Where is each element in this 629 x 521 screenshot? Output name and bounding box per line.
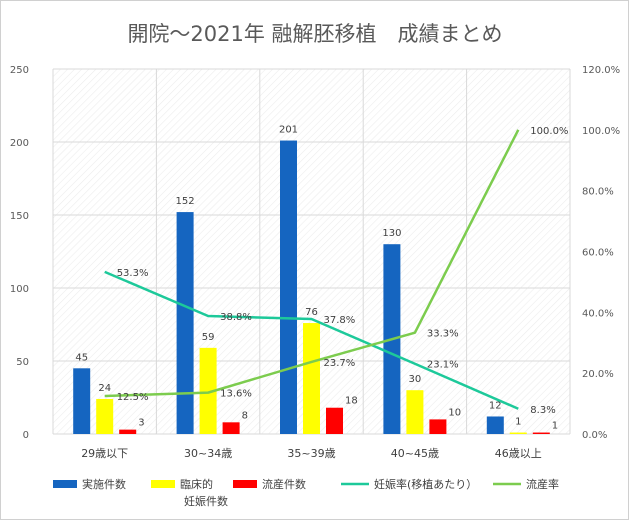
data-label: 12.5%	[117, 392, 149, 403]
left-tick-label: 200	[10, 138, 29, 149]
right-tick-label: 120.0%	[582, 65, 620, 76]
right-tick-label: 40.0%	[582, 308, 614, 319]
legend-label: 流産率	[526, 477, 559, 491]
data-label: 100.0%	[530, 126, 568, 137]
left-axis-ticks: 0 50 100 150 200 250	[10, 65, 29, 441]
data-label: 1	[552, 421, 558, 432]
bar	[280, 140, 297, 435]
data-label: 59	[202, 332, 215, 343]
data-label: 38.8%	[220, 312, 252, 323]
data-label: 10	[448, 407, 461, 418]
left-tick-label: 100	[10, 284, 29, 295]
bar	[406, 390, 424, 434]
data-label: 45	[75, 352, 88, 363]
bar	[303, 323, 320, 434]
legend-label: 妊娠件数	[184, 494, 228, 508]
right-tick-label: 80.0%	[582, 187, 614, 198]
data-label: 3	[138, 418, 144, 429]
category-labels: 29歳以下 30~34歳 35~39歳 40~45歳 46歳以上	[81, 447, 542, 460]
legend-label: 実施件数	[82, 477, 126, 491]
bar	[199, 347, 217, 434]
left-tick-label: 250	[10, 65, 29, 76]
category-label: 46歳以上	[495, 447, 542, 460]
left-tick-label: 150	[10, 211, 29, 222]
bar	[509, 432, 527, 434]
data-labels: 45 152 201 130 12 24 59 76 30 1 3 8 18 10 1 53.3% 38.8% 3…	[75, 125, 568, 432]
bar	[326, 407, 343, 434]
right-tick-label: 100.0%	[582, 126, 620, 137]
bar	[532, 432, 550, 434]
data-label: 23.7%	[324, 358, 356, 369]
category-label: 35~39歳	[287, 447, 335, 460]
data-label: 1	[515, 417, 521, 428]
series-line	[104, 129, 520, 398]
bar	[73, 368, 91, 434]
series-line	[104, 270, 519, 410]
bar	[176, 212, 194, 434]
left-tick-label: 50	[16, 357, 29, 368]
data-label: 24	[98, 383, 111, 394]
data-label: 8.3%	[530, 405, 555, 416]
data-label: 30	[409, 374, 422, 385]
data-label: 33.3%	[427, 329, 459, 340]
data-label: 53.3%	[117, 268, 149, 279]
line-series	[104, 129, 520, 410]
data-label: 8	[242, 410, 248, 421]
legend-label: 流産件数	[262, 477, 306, 491]
bar	[429, 419, 447, 434]
bar	[96, 398, 114, 434]
right-tick-label: 20.0%	[582, 369, 614, 380]
data-label: 152	[176, 196, 195, 207]
legend-swatch	[233, 480, 257, 488]
bar	[486, 416, 504, 434]
category-label: 30~34歳	[184, 447, 232, 460]
legend-label: 臨床的	[180, 477, 213, 491]
right-tick-label: 60.0%	[582, 248, 614, 259]
right-axis-ticks: 0.0% 20.0% 40.0% 60.0% 80.0% 100.0% 120.0%	[582, 65, 620, 441]
data-label: 23.1%	[427, 360, 459, 371]
data-label: 37.8%	[324, 315, 356, 326]
legend-label: 妊娠率(移植あたり）	[374, 477, 477, 491]
legend-swatch	[53, 480, 77, 488]
data-label: 201	[279, 125, 298, 136]
category-label: 29歳以下	[81, 447, 128, 460]
bar	[119, 429, 137, 434]
right-tick-label: 0.0%	[582, 430, 607, 441]
data-label: 12	[489, 400, 502, 411]
bar	[222, 422, 240, 434]
data-label: 18	[345, 396, 358, 407]
data-label: 13.6%	[220, 389, 252, 400]
left-tick-label: 0	[23, 430, 29, 441]
data-label: 76	[305, 307, 318, 318]
chart-title: 開院～2021年 融解胚移植 成績まとめ	[127, 22, 502, 46]
category-label: 40~45歳	[391, 447, 439, 460]
legend-swatch	[151, 480, 175, 488]
data-label: 130	[382, 228, 401, 239]
